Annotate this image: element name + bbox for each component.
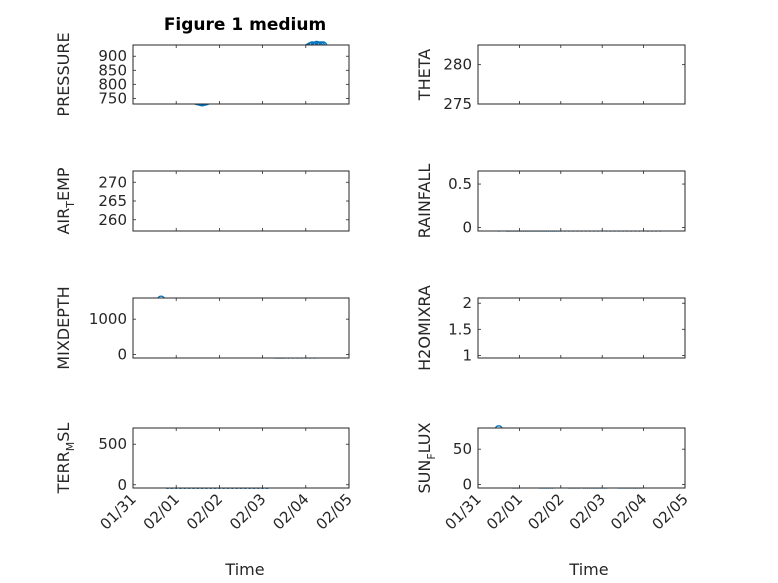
axes-frame <box>477 297 686 359</box>
y-axis-label: H2OMIXRA <box>415 285 434 371</box>
panel-mixdepth: 0 1000 MIXDEPTH <box>54 286 350 370</box>
axes-frame <box>132 297 350 359</box>
panel-theta: 275 280 THETA <box>415 44 686 113</box>
y-axis-label: AIRTEMP <box>54 167 77 234</box>
y-axis-label: RAINFALL <box>415 164 434 239</box>
y-tick-label: 0.5 <box>448 175 472 193</box>
axes-frame <box>132 427 350 489</box>
y-axis-label: THETA <box>415 49 434 101</box>
y-tick-label: 800 <box>98 75 127 93</box>
x-axis-label-left: Time <box>224 560 264 579</box>
y-axis-label: PRESSURE <box>54 32 73 116</box>
y-tick-label: 900 <box>98 47 127 65</box>
y-tick-label: 2 <box>462 294 472 312</box>
x-axis-label-right: Time <box>568 560 608 579</box>
y-tick-label: 500 <box>98 435 127 453</box>
figure-title: Figure 1 medium <box>164 15 326 35</box>
y-tick-label: 0 <box>117 345 127 363</box>
axes-frame <box>477 427 686 489</box>
y-axis-label: MIXDEPTH <box>54 286 73 369</box>
y-axis-label: SUNFLUX <box>415 422 438 493</box>
axes-frame <box>477 170 686 232</box>
panel-h2omixra: 1 1.5 2 H2OMIXRA <box>415 285 686 371</box>
axes-frame <box>477 44 686 105</box>
y-tick-label: 270 <box>98 173 127 191</box>
y-tick-label: 265 <box>98 192 127 210</box>
y-tick-label: 0 <box>462 475 472 493</box>
y-tick-label: 750 <box>98 89 127 107</box>
y-tick-label: 1000 <box>89 310 127 328</box>
y-tick-label: 0 <box>117 476 127 494</box>
y-tick-label: 280 <box>443 56 472 74</box>
y-tick-label: 0 <box>462 219 472 237</box>
y-tick-label: 1.5 <box>448 320 472 338</box>
panel-rainfall: 0 0.5 RAINFALL <box>415 164 686 239</box>
y-axis-label: TERRMSL <box>54 423 77 495</box>
y-tick-label: 850 <box>98 61 127 79</box>
y-tick-label: 260 <box>98 211 127 229</box>
y-tick-label: 50 <box>453 440 472 458</box>
y-tick-label: 275 <box>443 95 472 113</box>
axes-frame <box>132 44 350 105</box>
axes-frame <box>132 170 350 232</box>
y-tick-label: 1 <box>462 346 472 364</box>
